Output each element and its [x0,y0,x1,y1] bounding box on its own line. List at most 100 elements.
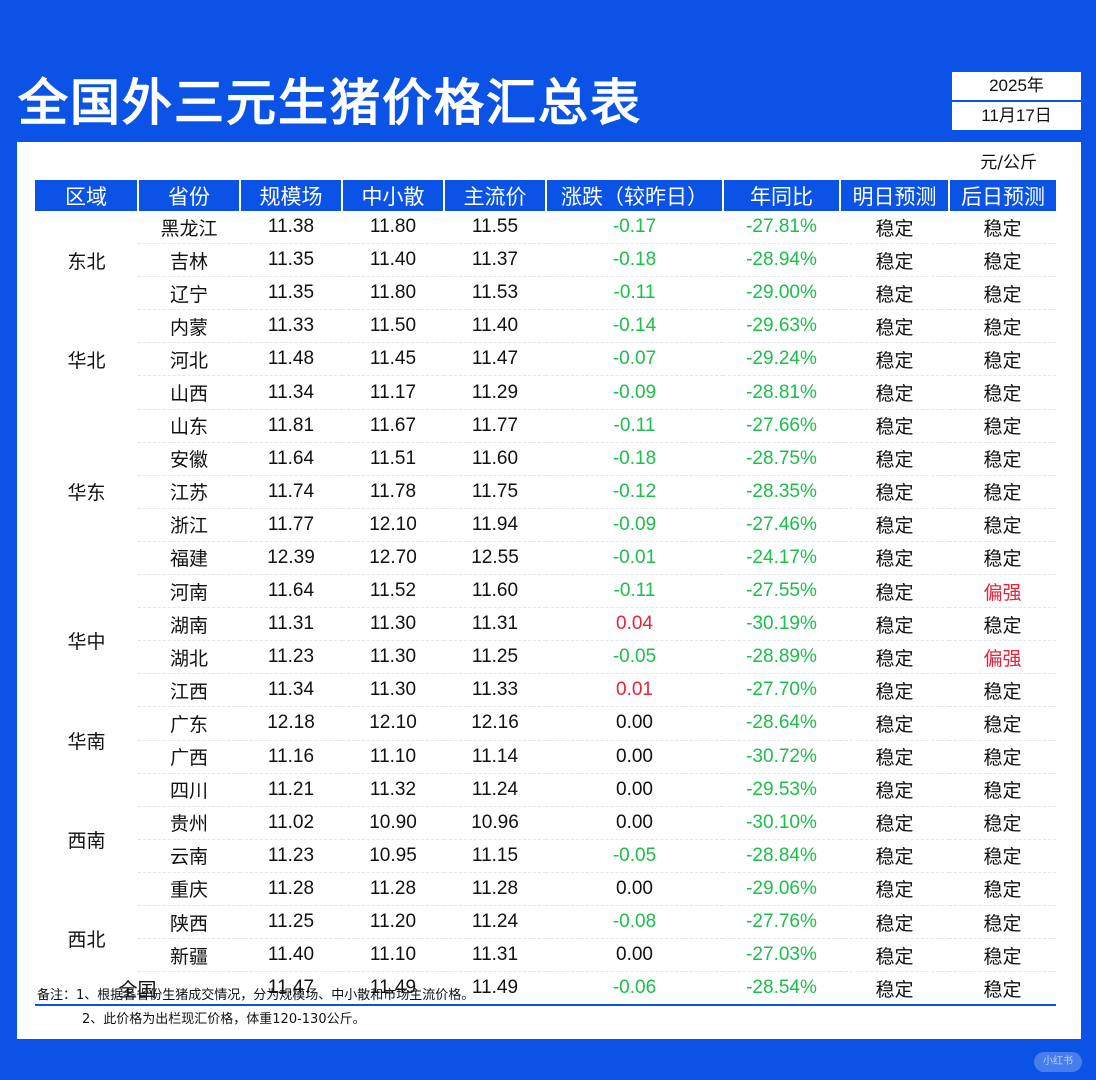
forecast-tomorrow: 稳定 [840,740,949,774]
forecast-day-after: 稳定 [949,839,1056,873]
mainstream-price: 11.15 [444,839,546,873]
province-cell: 湖北 [138,640,240,675]
small-farm-price: 11.50 [342,309,444,344]
forecast-day-after: 稳定 [949,740,1056,774]
forecast-tomorrow: 稳定 [840,309,949,344]
table-row: 江苏 11.74 11.78 11.75 -0.12 -28.35% 稳定 稳定 [35,475,1056,509]
small-farm-price: 11.32 [342,773,444,807]
mainstream-price: 11.60 [444,442,546,476]
region-cell: 华东 [67,482,106,505]
large-farm-price: 11.35 [240,243,342,278]
yoy-change: -28.35% [723,475,840,509]
forecast-day-after: 稳定 [949,541,1056,576]
forecast-day-after: 偏强 [949,574,1056,609]
mainstream-price: 11.53 [444,276,546,311]
forecast-tomorrow: 稳定 [840,673,949,708]
column-header: 涨跌（较昨日） [545,180,723,211]
page-title: 全国外三元生猪价格汇总表 [18,74,642,132]
province-cell: 山东 [138,409,240,443]
small-farm-price: 11.67 [342,409,444,443]
forecast-tomorrow: 稳定 [840,806,949,840]
table-row: 重庆 11.28 11.28 11.28 0.00 -29.06% 稳定 稳定 [35,872,1056,906]
forecast-day-after: 稳定 [949,309,1056,344]
table-row: 浙江 11.77 12.10 11.94 -0.09 -27.46% 稳定 稳定 [35,508,1056,542]
mainstream-price: 11.40 [444,309,546,344]
forecast-day-after: 稳定 [949,773,1056,807]
province-cell: 广西 [138,740,240,774]
mainstream-price: 11.24 [444,773,546,807]
forecast-tomorrow: 稳定 [840,607,949,642]
table-row: 湖南 11.31 11.30 11.31 0.04 -30.19% 稳定 稳定 [35,607,1056,642]
table-row: 吉林 11.35 11.40 11.37 -0.18 -28.94% 稳定 稳定 [35,243,1056,278]
small-farm-price: 11.30 [342,673,444,708]
yoy-change: -28.64% [723,706,840,741]
small-farm-price: 10.90 [342,806,444,840]
small-farm-price: 11.10 [342,740,444,774]
large-farm-price: 11.16 [240,740,342,774]
column-header: 年同比 [722,180,840,211]
table-row: 辽宁 11.35 11.80 11.53 -0.11 -29.00% 稳定 稳定 [35,276,1056,311]
mainstream-price: 12.55 [444,541,546,576]
forecast-tomorrow: 稳定 [840,971,949,1007]
forecast-day-after: 稳定 [949,243,1056,278]
yoy-change: -24.17% [723,541,840,576]
table-row: 贵州 11.02 10.90 10.96 0.00 -30.10% 稳定 稳定 [35,806,1056,840]
mainstream-price: 11.31 [444,938,546,973]
province-cell: 浙江 [138,508,240,542]
forecast-tomorrow: 稳定 [840,938,949,973]
yoy-change: -29.00% [723,276,840,311]
total-label: 全国 [35,971,240,1007]
daily-change: 0.00 [546,740,723,774]
mainstream-price: 11.33 [444,673,546,708]
mainstream-price: 11.37 [444,243,546,278]
table-row: 安徽 11.64 11.51 11.60 -0.18 -28.75% 稳定 稳定 [35,442,1056,476]
small-farm-price: 11.45 [342,342,444,377]
region-cell: 西北 [67,929,106,952]
province-cell: 江苏 [138,475,240,509]
province-cell: 福建 [138,541,240,576]
forecast-day-after: 稳定 [949,905,1056,940]
table-row: 湖北 11.23 11.30 11.25 -0.05 -28.89% 稳定 偏强 [35,640,1056,675]
daily-change: -0.09 [546,375,723,410]
mainstream-price: 11.25 [444,640,546,675]
mainstream-price: 11.14 [444,740,546,774]
province-cell: 重庆 [138,872,240,906]
yoy-change: -28.54% [723,971,840,1007]
table-row: 山西 11.34 11.17 11.29 -0.09 -28.81% 稳定 稳定 [35,375,1056,410]
daily-change: 0.00 [546,773,723,807]
yoy-change: -28.84% [723,839,840,873]
table-panel: 元/公斤 区域 省份 规模场 中小散 主流价 涨跌（较昨日） 年同比 明日预测 后日预测 东北 黑… [17,142,1081,1039]
yoy-change: -28.94% [723,243,840,278]
mainstream-price: 11.29 [444,375,546,410]
daily-change: -0.17 [546,211,723,245]
small-farm-price: 11.30 [342,640,444,675]
forecast-day-after: 稳定 [949,276,1056,311]
forecast-tomorrow: 稳定 [840,773,949,807]
mainstream-price: 11.49 [444,971,546,1007]
small-farm-price: 11.40 [342,243,444,278]
table-row: 华中 河南 11.64 11.52 11.60 -0.11 -27.55% 稳定 偏强 [35,574,1056,653]
table-row: 新疆 11.40 11.10 11.31 0.00 -27.03% 稳定 稳定 [35,938,1056,973]
daily-change: -0.18 [546,442,723,476]
small-farm-price: 11.28 [342,872,444,906]
forecast-tomorrow: 稳定 [840,706,949,741]
mainstream-price: 11.75 [444,475,546,509]
region-cell: 华北 [67,349,106,372]
forecast-tomorrow: 稳定 [840,839,949,873]
forecast-day-after: 稳定 [949,607,1056,642]
small-farm-price: 11.10 [342,938,444,973]
forecast-tomorrow: 稳定 [840,342,949,377]
yoy-change: -27.55% [723,574,840,609]
yoy-change: -29.53% [723,773,840,807]
yoy-change: -27.81% [723,211,840,245]
province-cell: 陕西 [138,905,240,940]
forecast-tomorrow: 稳定 [840,442,949,476]
column-header: 中小散 [341,180,444,211]
mainstream-price: 11.47 [444,342,546,377]
note-1: 备注：1、根据各省份生猪成交情况，分为规模场、中小散和市场主流价格。 [37,988,475,1003]
forecast-tomorrow: 稳定 [840,211,949,245]
forecast-day-after: 稳定 [949,938,1056,973]
small-farm-price: 11.52 [342,574,444,609]
forecast-tomorrow: 稳定 [840,508,949,542]
large-farm-price: 11.34 [240,673,342,708]
